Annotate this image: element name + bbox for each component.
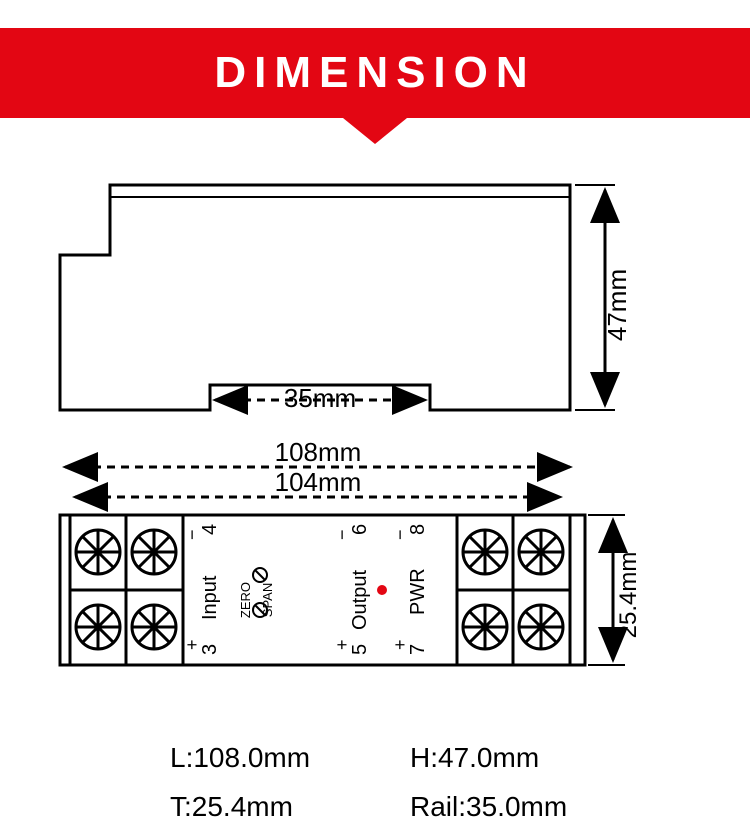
group-output: Output — [349, 570, 371, 630]
t5-num: 7 — [407, 644, 429, 655]
t1-num: 3 — [199, 644, 221, 655]
spec-H: H:47.0mm — [410, 736, 650, 781]
adj-span: SPAN — [260, 583, 275, 617]
dim-thick: 25.4mm — [615, 552, 642, 639]
group-pwr: PWR — [407, 568, 429, 615]
t2-num: 4 — [199, 524, 221, 535]
t4-num: 6 — [349, 524, 371, 535]
dimension-drawing: 35mm 47mm 108mm 104mm + − — [50, 155, 700, 715]
spec-T: T:25.4mm — [170, 785, 410, 830]
led-indicator — [377, 585, 387, 595]
banner-pointer — [343, 118, 407, 144]
dimension-banner: DIMENSION — [0, 28, 750, 118]
spec-Rail: Rail:35.0mm — [410, 785, 650, 830]
dim-rail: 35mm — [284, 383, 356, 413]
dim-inner: 104mm — [275, 467, 362, 497]
dim-height: 47mm — [602, 269, 632, 341]
spec-list: L:108.0mm H:47.0mm T:25.4mm Rail:35.0mm — [170, 736, 650, 830]
t3-num: 5 — [349, 644, 371, 655]
group-input: Input — [199, 575, 221, 620]
adj-zero: ZERO — [238, 582, 253, 618]
spec-L: L:108.0mm — [170, 736, 410, 781]
dim-outer: 108mm — [275, 437, 362, 467]
banner-title: DIMENSION — [214, 48, 535, 98]
t6-num: 8 — [407, 524, 429, 535]
